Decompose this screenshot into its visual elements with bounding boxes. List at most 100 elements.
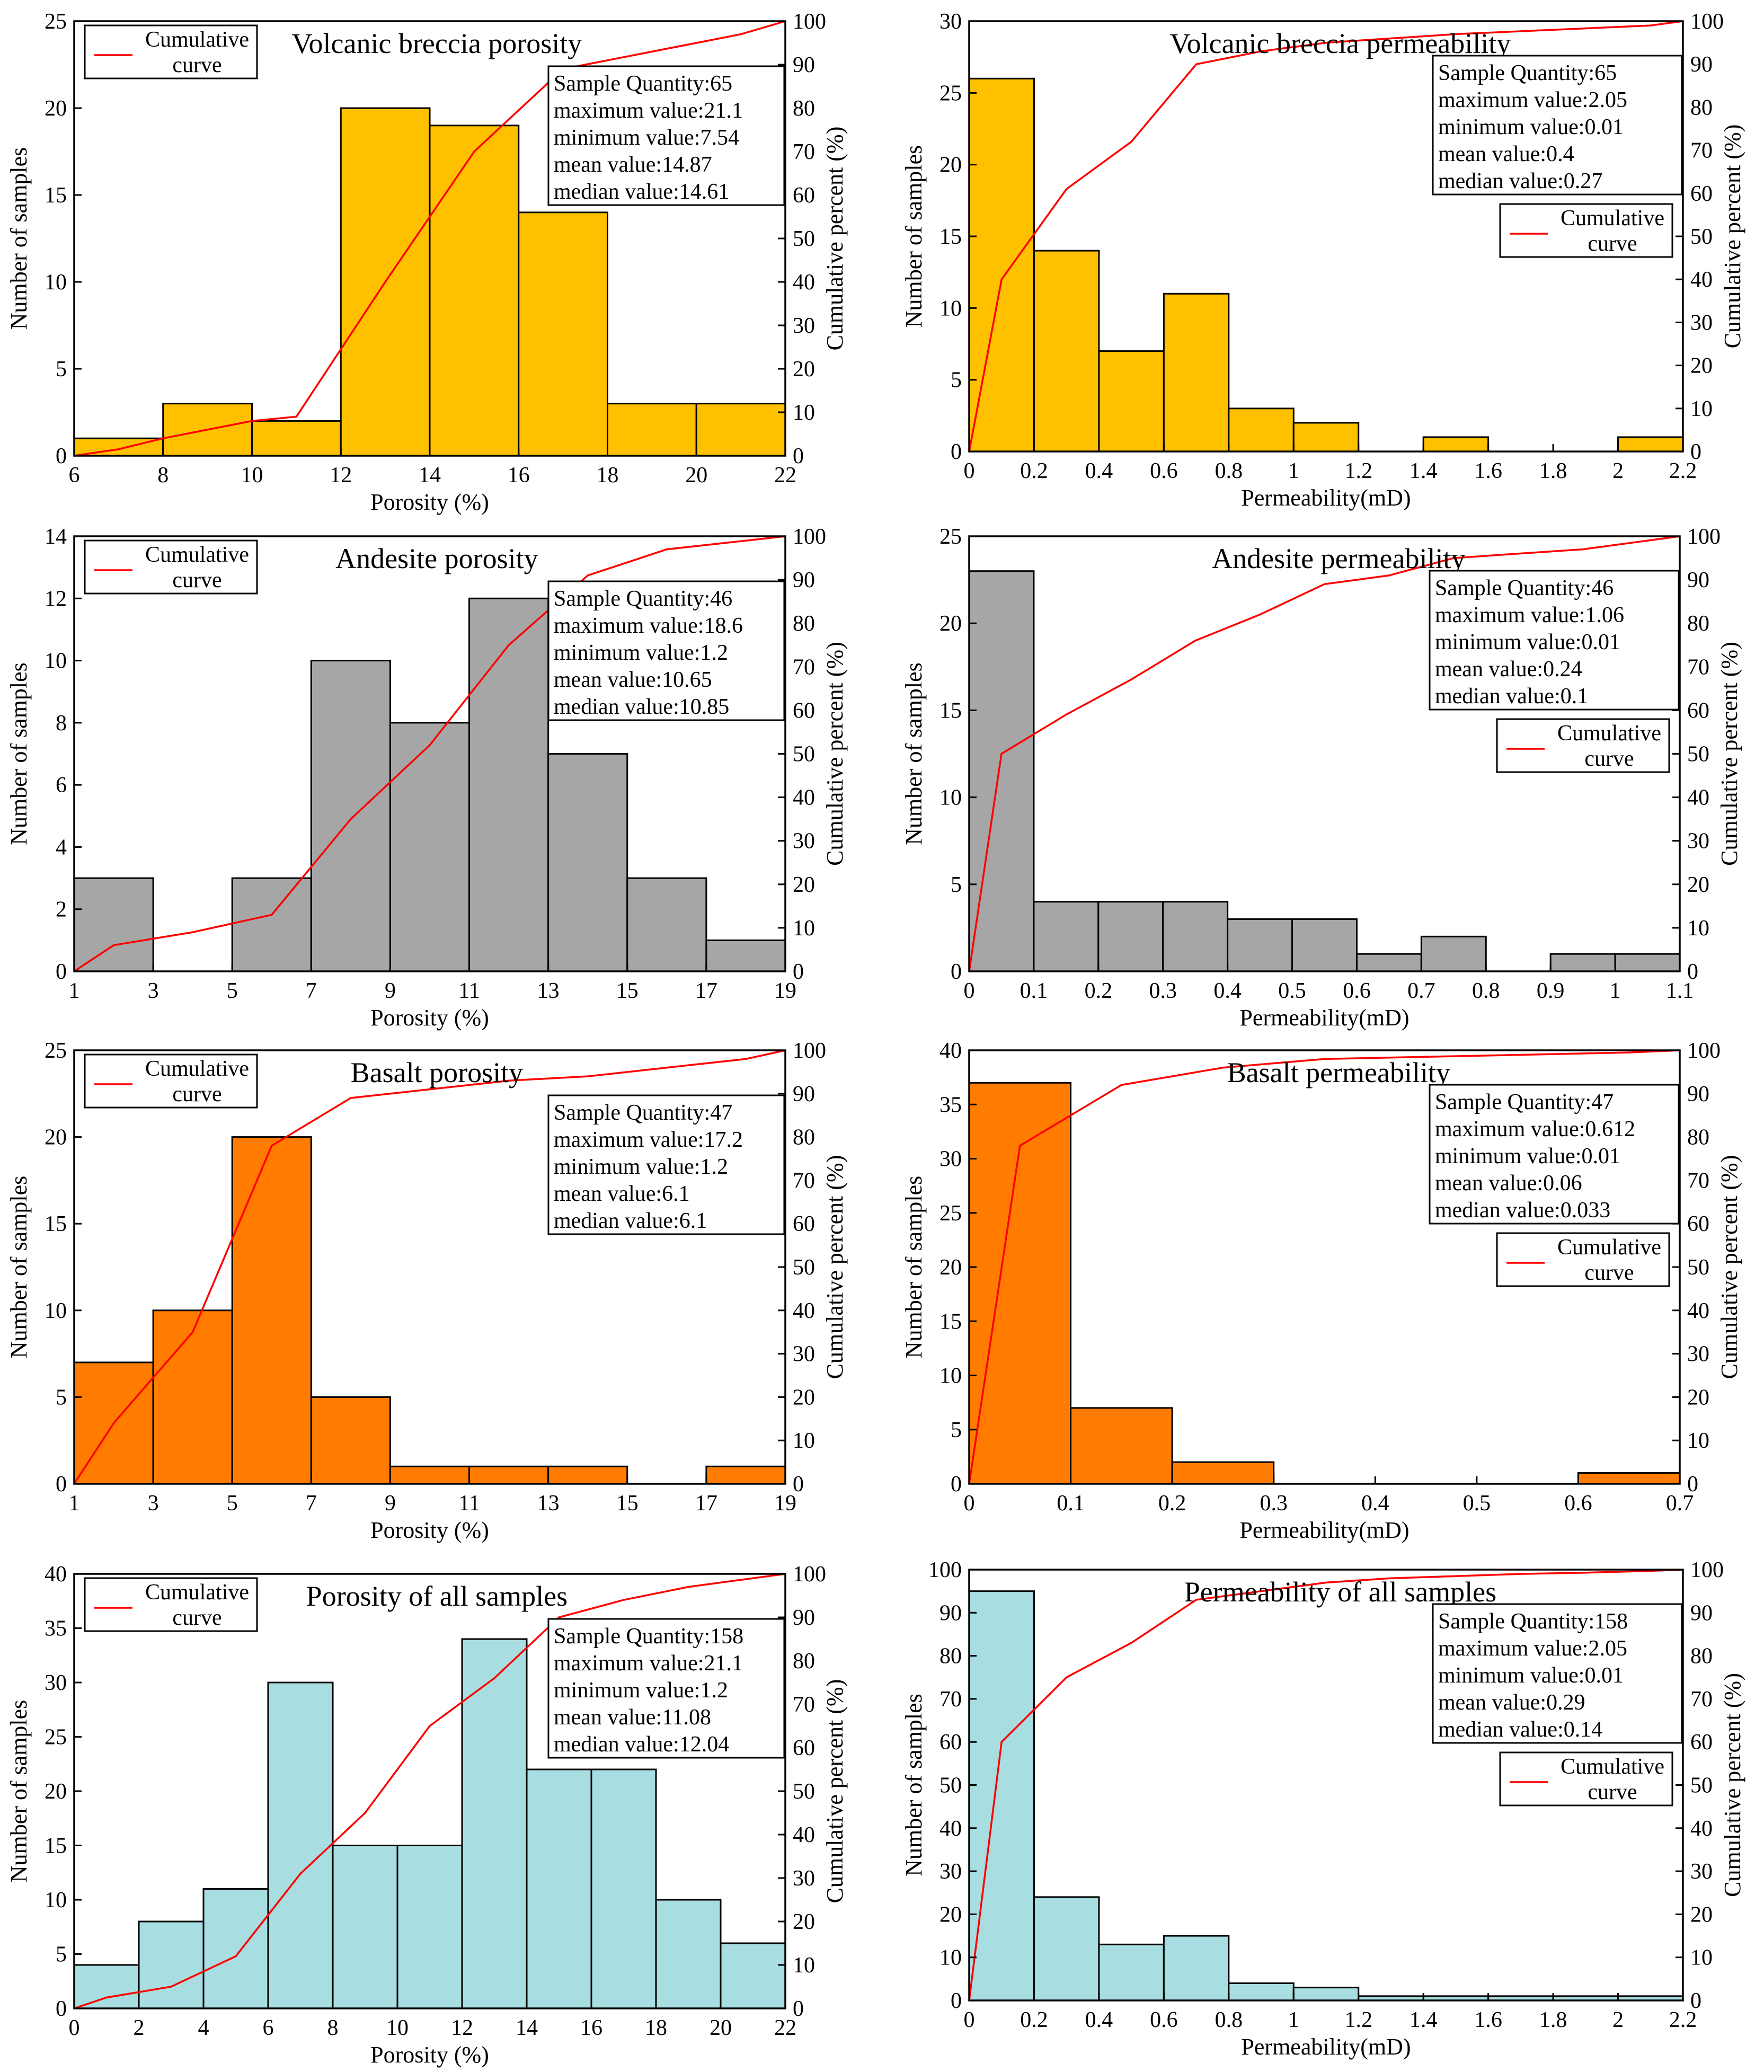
x-tick-label: 8 (157, 463, 169, 488)
y-tick-label: 5 (951, 1418, 962, 1442)
y2-axis-label: Cumulative percent (%) (822, 127, 848, 351)
statistics-line: mean value:11.08 (554, 1705, 711, 1730)
y-tick-label: 12 (45, 587, 67, 611)
y2-tick-label: 80 (1687, 1126, 1709, 1150)
histogram-bar (1162, 901, 1229, 972)
histogram-bar (231, 877, 312, 972)
y-tick-label: 15 (45, 1834, 67, 1858)
y2-tick-label: 80 (1687, 612, 1709, 636)
statistics-line: Sample Quantity:65 (1438, 61, 1617, 85)
y-tick-label: 25 (939, 81, 962, 105)
x-tick-label: 0.1 (1020, 979, 1048, 1003)
x-tick-label: 0.3 (1260, 1491, 1288, 1516)
x-tick-label: 18 (597, 463, 619, 488)
histogram-bar (1422, 436, 1490, 453)
statistics-box-border (547, 1618, 785, 1759)
histogram-bar (389, 722, 471, 972)
y2-tick-label: 60 (793, 1212, 815, 1236)
statistics-line: maximum value:17.2 (554, 1128, 743, 1152)
x-tick-label: 17 (695, 979, 717, 1003)
y2-tick-label: 90 (793, 53, 815, 77)
y-tick-label: 80 (939, 1644, 962, 1669)
y2-axis-label: Cumulative percent (%) (822, 1679, 848, 1903)
statistics-line: mean value:0.29 (1438, 1690, 1585, 1715)
chart-panel-6: 0 0.1 0.2 0.3 0.4 0.5 0.6 0.7051015202530354001… (901, 1039, 1742, 1543)
statistics-line: median value:10.85 (554, 695, 729, 719)
y-tick-label: 50 (939, 1774, 962, 1798)
y2-tick-label: 70 (1687, 1168, 1709, 1193)
x-tick-label: 14 (419, 463, 441, 488)
statistics-line: maximum value:1.06 (1435, 603, 1624, 627)
y-tick-label: 0 (56, 960, 67, 984)
y2-tick-label: 0 (793, 1997, 804, 2021)
histogram-bar (1617, 436, 1684, 453)
y2-tick-label: 30 (793, 829, 815, 854)
x-tick-label: 0.3 (1149, 979, 1177, 1003)
histogram-bar (626, 877, 707, 972)
y2-tick-label: 100 (1690, 10, 1724, 34)
statistics-box-border (1432, 55, 1683, 196)
y-tick-label: 20 (939, 1902, 962, 1927)
x-tick-label: 1.6 (1474, 459, 1502, 483)
y-tick-label: 30 (45, 1671, 67, 1695)
x-tick-label: 12 (451, 2016, 473, 2040)
y2-tick-label: 30 (1687, 1342, 1709, 1367)
histogram-bar (1033, 901, 1100, 972)
y-axis-label: Number of samples (6, 1700, 32, 1883)
y-tick-label: 4 (56, 835, 67, 860)
legend-label: curve (172, 53, 221, 77)
statistics-line: median value:0.1 (1435, 684, 1588, 709)
y2-tick-label: 20 (1690, 354, 1713, 378)
x-tick-label: 10 (241, 463, 263, 488)
x-tick-label: 15 (616, 979, 639, 1003)
x-tick-label: 19 (774, 979, 796, 1003)
y-axis-label: Number of samples (901, 1694, 927, 1876)
chart-title: Andesite porosity (335, 543, 538, 574)
statistics-box: Sample Quantity:46 maximum value:1.06 mini… (1429, 570, 1680, 711)
y2-tick-label: 20 (793, 357, 815, 382)
y-tick-label: 15 (45, 183, 67, 208)
x-tick-label: 22 (774, 463, 796, 488)
statistics-line: maximum value:18.6 (554, 614, 743, 638)
y2-tick-label: 100 (1687, 525, 1721, 549)
y2-tick-label: 10 (793, 1953, 815, 1978)
y2-tick-label: 30 (793, 314, 815, 338)
cumulative-curve-line (968, 1569, 1683, 2001)
statistics-line: median value:6.1 (554, 1209, 707, 1233)
x-axis-label: Permeability(mD) (1239, 1517, 1409, 1543)
x-tick-label: 1.2 (1344, 459, 1372, 483)
x-tick-label: 19 (774, 1491, 796, 1516)
histogram-bar (251, 420, 342, 457)
y-tick-label: 0 (951, 1472, 962, 1497)
histogram-bar (547, 753, 628, 972)
legend-label: Cumulative (1557, 1235, 1661, 1260)
legend-label: Cumulative (145, 28, 249, 52)
y-tick-label: 20 (939, 612, 962, 636)
y2-tick-label: 80 (1690, 95, 1713, 120)
statistics-box: Sample Quantity:65 maximum value:2.05 mini… (1432, 55, 1683, 196)
y-axis-label: Number of samples (6, 147, 32, 330)
x-tick-label: 16 (580, 2016, 602, 2040)
x-tick-label: 20 (685, 463, 707, 488)
y2-tick-label: 0 (1690, 1989, 1701, 2013)
y2-axis-label: Cumulative percent (%) (822, 642, 848, 866)
x-tick-label: 0.6 (1150, 459, 1178, 483)
histogram-bar (1171, 1461, 1275, 1485)
x-tick-label: 0.6 (1150, 2008, 1178, 2032)
legend-border (84, 539, 258, 595)
x-tick-label: 16 (508, 463, 530, 488)
y2-tick-label: 30 (793, 1866, 815, 1891)
histogram-bar (1292, 1987, 1360, 2002)
x-tick-label: 0.8 (1215, 2008, 1243, 2032)
x-tick-label: 11 (458, 979, 480, 1003)
x-tick-label: 11 (458, 1491, 480, 1516)
histogram-bar (1098, 1943, 1165, 2002)
x-tick-label: 1 (69, 979, 80, 1003)
statistics-box-border (547, 1094, 785, 1235)
x-tick-label: 14 (516, 2016, 538, 2040)
statistics-line: median value:14.61 (554, 180, 729, 204)
statistics-box-border (1429, 570, 1680, 711)
statistics-line: minimum value:0.01 (1438, 1663, 1624, 1688)
